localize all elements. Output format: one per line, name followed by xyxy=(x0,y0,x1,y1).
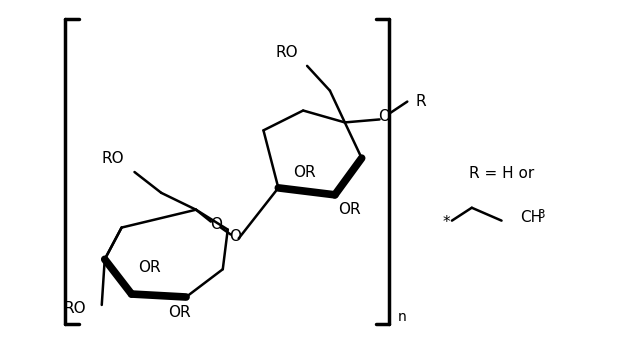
Text: R: R xyxy=(415,94,426,109)
Text: OR: OR xyxy=(138,260,161,275)
Text: O: O xyxy=(228,229,241,244)
Text: O: O xyxy=(378,109,390,124)
Text: RO: RO xyxy=(63,301,86,316)
Text: OR: OR xyxy=(293,165,316,180)
Text: RO: RO xyxy=(101,151,124,166)
Text: OR: OR xyxy=(339,202,361,217)
Text: n: n xyxy=(397,310,406,324)
Text: RO: RO xyxy=(276,46,299,61)
Text: R = H or: R = H or xyxy=(469,166,534,181)
Text: *: * xyxy=(442,215,450,230)
Text: O: O xyxy=(210,217,222,232)
Text: 3: 3 xyxy=(537,208,545,221)
Text: CH: CH xyxy=(520,210,543,225)
Text: OR: OR xyxy=(168,306,191,321)
